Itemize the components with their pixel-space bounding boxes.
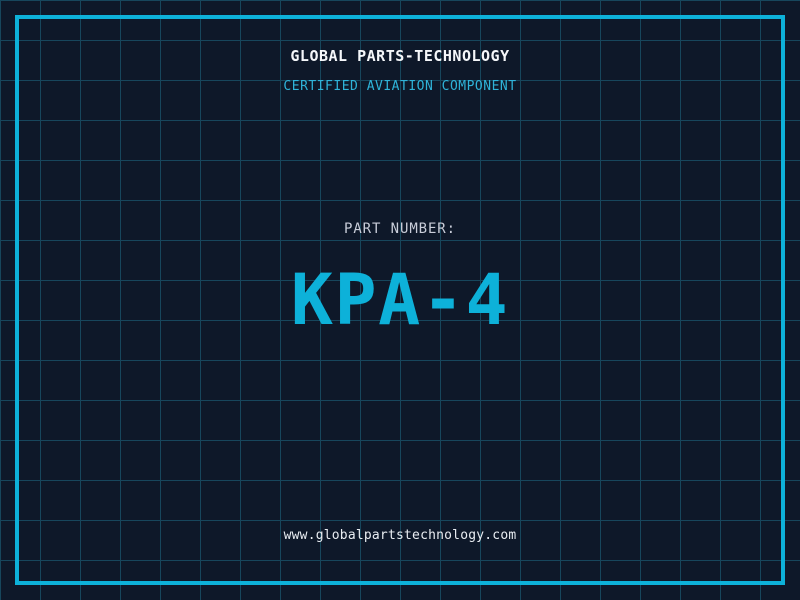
brand-title: GLOBAL PARTS-TECHNOLOGY bbox=[290, 47, 510, 65]
part-number-value: KPA-4 bbox=[290, 259, 510, 341]
certification-subtitle: CERTIFIED AVIATION COMPONENT bbox=[283, 79, 517, 94]
part-number-label: PART NUMBER: bbox=[344, 221, 456, 237]
website-url: www.globalpartstechnology.com bbox=[283, 528, 517, 543]
